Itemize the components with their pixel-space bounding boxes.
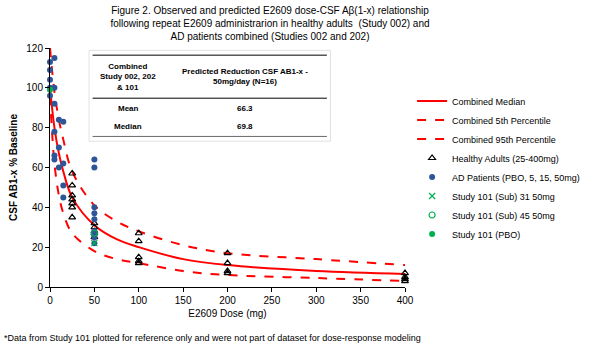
svg-text:AD Patients (PBO, 5, 15, 50mg): AD Patients (PBO, 5, 15, 50mg) [452,173,580,183]
svg-text:0: 0 [47,295,53,306]
svg-text:350: 350 [352,295,369,306]
svg-text:Combined Median: Combined Median [452,97,525,107]
svg-text:Study 101 (Sub) 31 50mg: Study 101 (Sub) 31 50mg [452,192,555,202]
svg-text:120: 120 [26,43,43,54]
svg-text:Mean: Mean [118,104,139,113]
svg-text:100: 100 [26,82,43,93]
svg-text:CombinedStudy 002, 202& 101: CombinedStudy 002, 202& 101 [100,62,156,92]
svg-text:CSF AB1-x % Baseline: CSF AB1-x % Baseline [8,114,19,221]
svg-text:80: 80 [32,122,44,133]
svg-text:20: 20 [32,242,44,253]
svg-text:0: 0 [37,282,43,293]
svg-text:69.8: 69.8 [237,122,253,131]
svg-text:200: 200 [219,295,236,306]
svg-text:300: 300 [308,295,325,306]
svg-text:60: 60 [32,162,44,173]
svg-text:Study 101 (PBO): Study 101 (PBO) [452,230,520,240]
svg-text:Median: Median [114,122,142,131]
svg-text:Predicted Reduction CSF AB1-x: Predicted Reduction CSF AB1-x -50mg/day … [182,67,308,86]
svg-text:40: 40 [32,202,44,213]
svg-text:Combined 95th Percentile: Combined 95th Percentile [452,135,556,145]
svg-text:150: 150 [175,295,192,306]
svg-text:250: 250 [264,295,281,306]
svg-text:66.3: 66.3 [237,104,253,113]
svg-text:*Data from Study 101 plotted f: *Data from Study 101 plotted for referen… [4,333,421,343]
svg-text:100: 100 [130,295,147,306]
svg-text:50: 50 [89,295,101,306]
svg-text:E2609 Dose (mg): E2609 Dose (mg) [188,308,266,319]
svg-text:Combined 5th Percentile: Combined 5th Percentile [452,116,551,126]
svg-text:400: 400 [397,295,414,306]
svg-text:Healthy Adults (25-400mg): Healthy Adults (25-400mg) [452,154,559,164]
svg-text:Figure 2. Observed and predict: Figure 2. Observed and predicted E2609 d… [110,5,429,42]
svg-text:Study 101 (Sub) 45 50mg: Study 101 (Sub) 45 50mg [452,211,555,221]
